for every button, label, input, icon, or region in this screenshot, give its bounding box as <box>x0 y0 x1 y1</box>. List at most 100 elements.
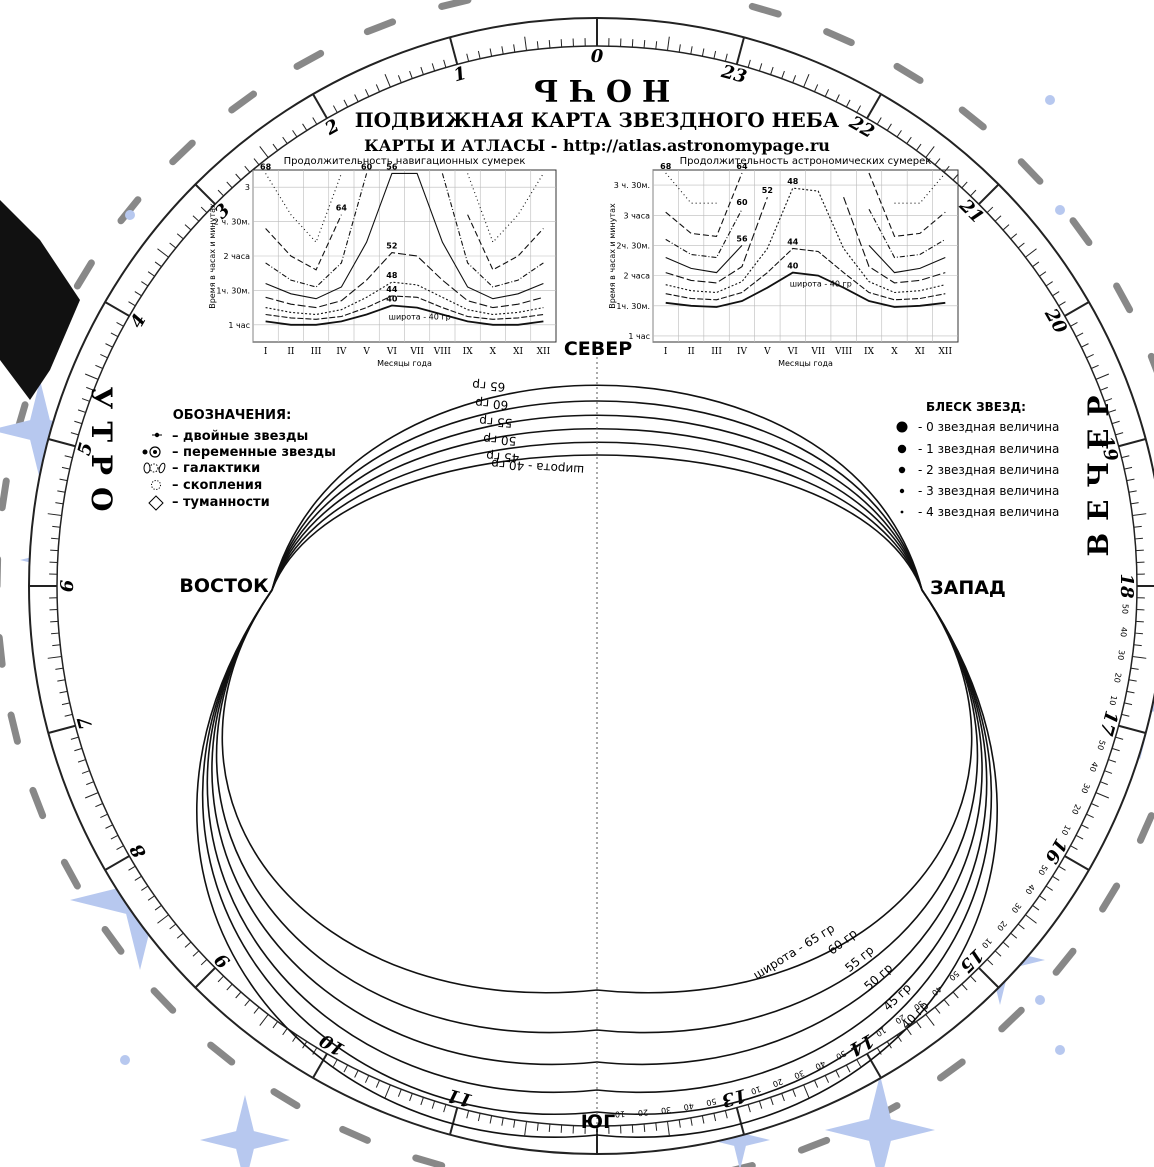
scale-tick <box>217 189 224 197</box>
hour-label: 0 <box>591 46 604 67</box>
scale-tick <box>332 105 338 113</box>
x-tick-label: I <box>264 347 268 357</box>
scale-tick <box>64 455 73 459</box>
scale-tick <box>690 1117 693 1126</box>
chart-annotation: широта - 40 гр <box>790 280 852 289</box>
scale-tick <box>116 845 124 851</box>
outer-dash <box>0 634 6 668</box>
outer-dash <box>1052 947 1077 976</box>
scale-tick <box>1118 724 1146 734</box>
scale-tick <box>906 136 912 144</box>
scale-tick <box>110 332 119 338</box>
scale-tick <box>1133 644 1142 647</box>
horizon-arc-bottom <box>221 589 973 994</box>
scale-tick <box>1135 549 1144 552</box>
scale-tick <box>70 736 79 740</box>
scale-tick <box>1010 932 1018 939</box>
series-line <box>265 214 544 271</box>
scale-tick <box>1128 679 1137 682</box>
scale-tick <box>55 667 64 670</box>
magnitude-item: - 4 звездная величина <box>918 505 1059 519</box>
scale-tick <box>934 1006 941 1014</box>
magnitude-item: - 2 звездная величина <box>918 463 1059 477</box>
x-tick-label: XII <box>939 347 953 357</box>
latitude-label: 65 гр <box>472 378 506 394</box>
scale-tick <box>701 48 705 57</box>
night-label: НОЧЬ <box>524 72 671 107</box>
series-label: 52 <box>386 242 397 251</box>
map-title: ПОДВИЖНАЯ КАРТА ЗВЕЗДНОГО НЕБА <box>355 108 840 132</box>
decorative-dot <box>1055 1045 1065 1055</box>
scale-tick <box>50 549 59 552</box>
outer-dash <box>270 1088 301 1110</box>
scale-tick <box>100 813 108 819</box>
scale-tick <box>364 1075 370 1083</box>
scale-tick <box>994 215 1002 222</box>
scale-tick <box>375 1080 380 1088</box>
scale-tick <box>84 373 99 380</box>
scale-tick <box>51 537 60 540</box>
scale-tick <box>1070 845 1078 851</box>
scale-tick <box>226 983 233 991</box>
scale-tick <box>1095 373 1110 380</box>
scale-tick <box>194 967 216 989</box>
hour-label: 18 <box>1116 573 1137 599</box>
scale-tick <box>384 1084 391 1099</box>
horizon-arc-top <box>271 454 923 591</box>
scale-tick <box>200 206 208 213</box>
scale-tick <box>105 343 113 348</box>
y-tick-label: 2 часа <box>623 272 650 281</box>
scale-tick <box>925 1014 935 1026</box>
scale-tick <box>1070 321 1078 327</box>
scale-tick <box>513 1119 516 1128</box>
scale-tick <box>952 173 959 181</box>
scale-tick <box>978 967 1000 989</box>
decorative-dot <box>1035 995 1045 1005</box>
scale-tick <box>524 36 528 51</box>
scale-tick <box>192 215 200 222</box>
scale-tick <box>449 37 459 65</box>
magnitude-3-dot <box>899 488 905 494</box>
scale-tick <box>134 875 142 881</box>
scale-tick <box>420 66 424 75</box>
scale-tick <box>282 136 288 144</box>
decorative-dot <box>125 210 135 220</box>
legend-item: – галактики <box>172 461 260 476</box>
magnitude-1-dot <box>897 444 907 454</box>
scale-tick <box>856 105 862 113</box>
scale-tick <box>47 513 62 517</box>
scale-tick <box>803 1084 810 1099</box>
x-axis-label: Месяцы года <box>377 359 432 368</box>
scale-tick <box>1052 291 1060 297</box>
scale-tick <box>1002 941 1010 948</box>
scale-tick <box>747 59 751 68</box>
series-line <box>265 173 544 244</box>
x-tick-label: X <box>891 347 898 357</box>
scale-tick <box>866 93 882 119</box>
scale-tick <box>52 525 61 528</box>
series-label: 64 <box>736 162 748 171</box>
magnitude-item: - 0 звездная величина <box>918 420 1059 434</box>
scale-tick <box>1086 353 1094 359</box>
outer-dash <box>207 1041 236 1066</box>
scale-tick <box>1121 713 1130 717</box>
scale-tick <box>312 117 318 125</box>
scale-tick <box>770 1097 774 1106</box>
scale-tick <box>157 248 169 258</box>
decorative-star-icon <box>0 380 90 480</box>
scale-tick <box>961 181 968 189</box>
scale-tick <box>194 183 216 205</box>
magnitude-2-dot <box>898 466 906 474</box>
morning-label: УТРО <box>85 386 118 523</box>
scale-tick <box>55 502 64 505</box>
minute-label: 10 <box>1059 823 1072 836</box>
scale-tick <box>157 914 169 924</box>
scale-tick <box>970 189 977 197</box>
scale-tick <box>184 224 192 231</box>
minute-label: 50 <box>705 1096 717 1107</box>
x-tick-label: VIII <box>834 347 853 357</box>
scale-tick <box>86 781 94 786</box>
scale-tick <box>50 620 59 623</box>
